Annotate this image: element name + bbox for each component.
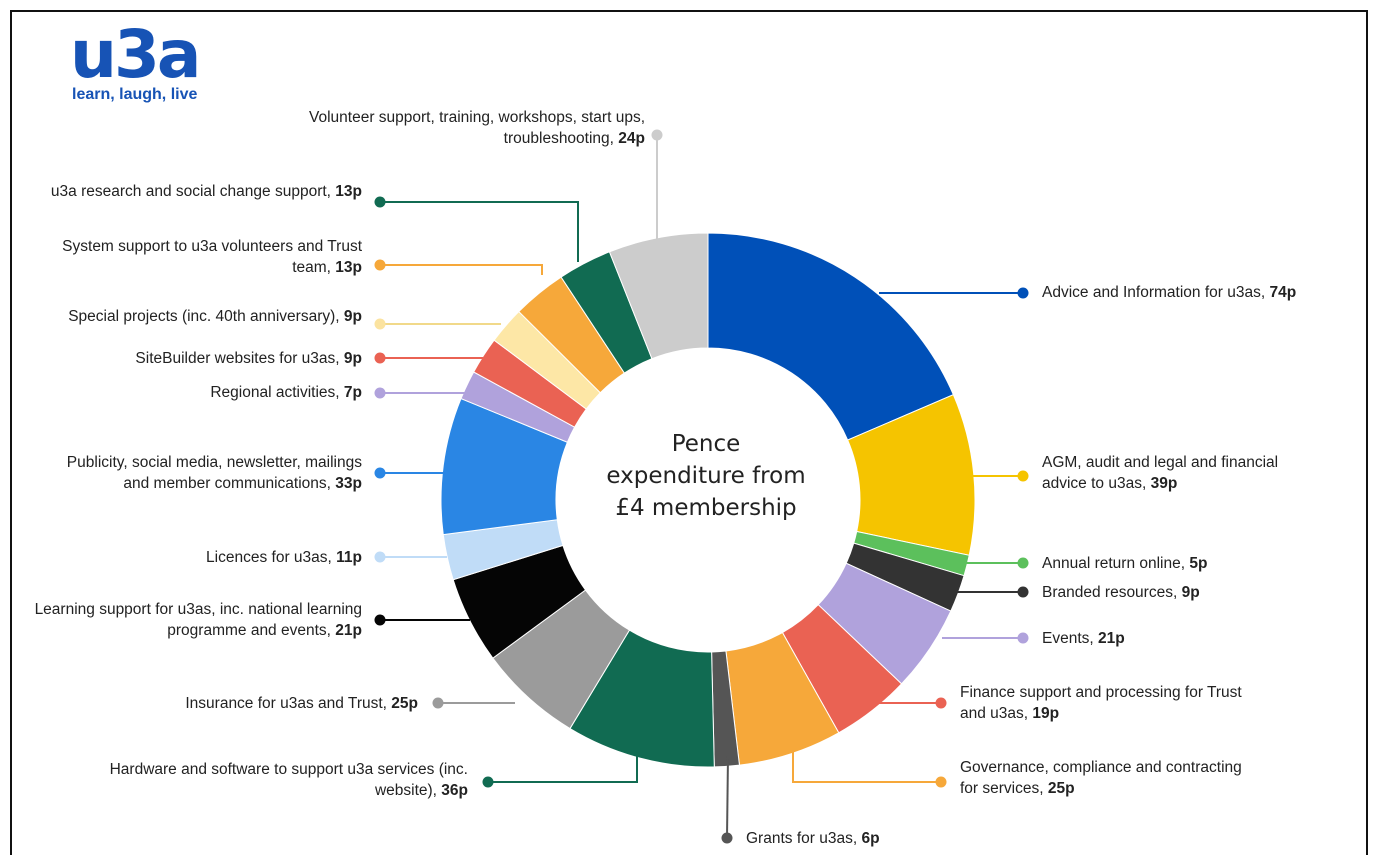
slice-label-text: AGM, audit and legal and financial advic… xyxy=(1042,454,1279,492)
leader-line xyxy=(792,740,941,783)
slice-label: Advice and Information for u3as, 74p xyxy=(1042,282,1296,303)
slice-label: u3a research and social change support, … xyxy=(51,181,362,202)
slice-label-text: Special projects (inc. 40th anniversary)… xyxy=(68,307,344,325)
slice-value: 9p xyxy=(343,349,362,367)
leader-dot xyxy=(651,129,663,141)
slice-label-text: Learning support for u3as, inc. national… xyxy=(34,601,362,639)
slice-value: 7p xyxy=(343,383,362,401)
slice-value: 33p xyxy=(335,475,362,492)
slice-label: Finance support and processing for Trust… xyxy=(960,682,1260,724)
leader-dot xyxy=(1017,287,1029,299)
chart-center-title: Pence expenditure from £4 membership xyxy=(606,431,806,521)
slice-label: SiteBuilder websites for u3as, 9p xyxy=(135,348,362,369)
slice-value: 6p xyxy=(861,829,880,847)
logo-tagline: learn, laugh, live xyxy=(72,86,198,103)
leader-dot xyxy=(432,697,444,709)
slice-value: 21p xyxy=(335,622,362,639)
leader-dot xyxy=(935,776,947,788)
slice-label-text: Regional activities, xyxy=(210,383,344,401)
slice-label: AGM, audit and legal and financial advic… xyxy=(1042,452,1322,494)
slice-label-text: Grants for u3as, xyxy=(746,829,862,847)
slice-label: Learning support for u3as, inc. national… xyxy=(2,599,362,641)
slice-label-text: System support to u3a volunteers and Tru… xyxy=(62,238,362,276)
slice-label: Licences for u3as, 11p xyxy=(206,547,362,568)
leader-dot xyxy=(374,259,386,271)
slice-label-text: Finance support and processing for Trust… xyxy=(960,684,1242,722)
leader-dot xyxy=(374,352,386,364)
leader-dot xyxy=(374,318,386,330)
slice-value: 21p xyxy=(1098,629,1125,647)
leader-dot xyxy=(1017,632,1029,644)
leader-dot xyxy=(374,387,386,399)
slice-label: Insurance for u3as and Trust, 25p xyxy=(185,693,418,714)
slice-value: 11p xyxy=(336,548,362,566)
leader-line xyxy=(380,201,579,262)
slice-label-text: Annual return online, xyxy=(1042,554,1190,572)
slice-label-text: Events, xyxy=(1042,629,1098,647)
slice-label-text: Hardware and software to support u3a ser… xyxy=(109,761,468,799)
slice-label-text: SiteBuilder websites for u3as, xyxy=(135,349,344,367)
slice-label: Publicity, social media, newsletter, mai… xyxy=(62,452,362,494)
donut-slice xyxy=(608,232,709,360)
leader-line xyxy=(488,748,638,783)
leader-dot xyxy=(374,196,386,208)
leader-line xyxy=(380,392,469,394)
donut-slice xyxy=(707,232,955,441)
logo-wordmark: u3a xyxy=(70,16,201,93)
leader-line xyxy=(879,292,1023,294)
slice-label-text: Licences for u3as, xyxy=(206,548,337,566)
slice-value: 9p xyxy=(1181,583,1200,601)
leader-dot xyxy=(1017,470,1029,482)
leader-line xyxy=(726,754,729,839)
slice-label: Volunteer support, training, workshops, … xyxy=(265,107,645,149)
leader-line xyxy=(380,264,543,275)
u3a-logo: u3a learn, laugh, live xyxy=(70,16,201,104)
slice-label: Special projects (inc. 40th anniversary)… xyxy=(68,306,362,327)
leader-line xyxy=(380,323,501,325)
leader-dot xyxy=(374,467,386,479)
slice-value: 19p xyxy=(1032,705,1060,722)
slice-label-text: u3a research and social change support, xyxy=(50,182,336,200)
figure-frame xyxy=(10,10,1368,855)
slice-label: Branded resources, 9p xyxy=(1042,582,1200,603)
slice-label: Governance, compliance and contracting f… xyxy=(960,757,1260,799)
slice-label-text: Advice and Information for u3as, xyxy=(1042,283,1270,301)
slice-label-text: Insurance for u3as and Trust, xyxy=(185,694,392,712)
slice-label: Hardware and software to support u3a ser… xyxy=(88,759,468,801)
slice-value: 5p xyxy=(1189,554,1208,572)
slice-label: Events, 21p xyxy=(1042,628,1125,649)
slice-value: 13p xyxy=(335,182,362,200)
slice-label: Regional activities, 7p xyxy=(210,382,362,403)
leader-dot xyxy=(1017,557,1029,569)
slice-label-text: Branded resources, xyxy=(1042,583,1182,601)
slice-value: 9p xyxy=(343,307,362,325)
leader-dot xyxy=(1017,586,1029,598)
slice-label-text: Publicity, social media, newsletter, mai… xyxy=(66,454,362,492)
slice-label-text: Volunteer support, training, workshops, … xyxy=(308,109,645,147)
slice-label: Annual return online, 5p xyxy=(1042,553,1207,574)
leader-dot xyxy=(482,776,494,788)
slice-label: System support to u3a volunteers and Tru… xyxy=(42,236,362,278)
slice-value: 25p xyxy=(1047,780,1075,797)
slice-label-text: Governance, compliance and contracting f… xyxy=(960,759,1242,797)
slice-value: 13p xyxy=(335,259,362,276)
slice-value: 74p xyxy=(1269,283,1297,301)
leader-dot xyxy=(721,832,733,844)
slice-value: 25p xyxy=(391,694,418,712)
slice-value: 24p xyxy=(618,130,645,147)
slice-value: 36p xyxy=(441,782,468,799)
leader-dot xyxy=(374,551,386,563)
leader-line xyxy=(965,562,1023,564)
slice-label: Grants for u3as, 6p xyxy=(746,828,880,849)
leader-dot xyxy=(374,614,386,626)
leader-dot xyxy=(935,697,947,709)
slice-value: 39p xyxy=(1150,475,1178,492)
